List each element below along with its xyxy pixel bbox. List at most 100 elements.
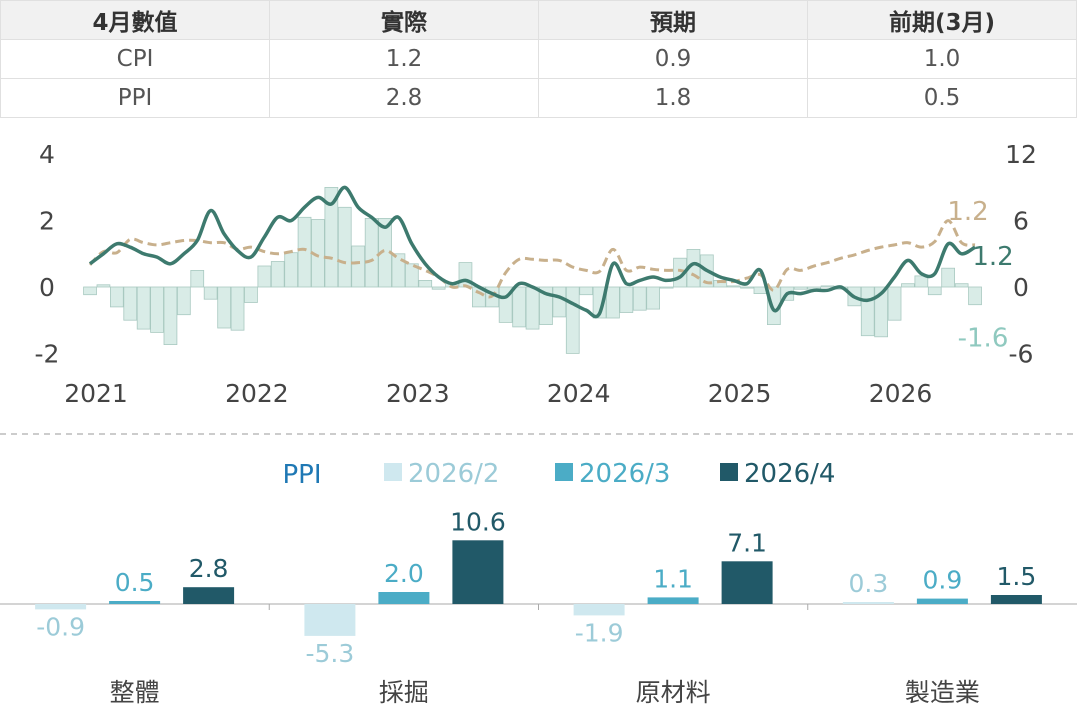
x-axis-tick-label: 2021 xyxy=(64,379,128,408)
diff-bar xyxy=(96,284,111,288)
diff-bar xyxy=(284,252,299,288)
right-axis-tick-label: 12 xyxy=(1005,140,1037,169)
diff-bar xyxy=(136,286,151,330)
diff-bar xyxy=(539,286,553,325)
diff-bar xyxy=(270,261,285,288)
left-axis-tick-label: 0 xyxy=(39,273,55,302)
table-cell: 0.9 xyxy=(538,39,808,79)
grouped-bar xyxy=(35,604,87,610)
table-row: CPI 1.2 0.9 1.0 xyxy=(0,39,1077,79)
table-row: PPI 2.8 1.8 0.5 xyxy=(0,78,1077,118)
diff-bar xyxy=(592,286,607,319)
bar-value-label: 0.5 xyxy=(115,568,155,597)
diff-bar xyxy=(110,286,124,308)
cpi-line xyxy=(88,185,976,319)
diff-bar xyxy=(552,286,567,318)
diff-bar xyxy=(941,267,956,288)
column-header: 4月數值 xyxy=(0,0,270,40)
grouped-bar xyxy=(990,595,1042,604)
diff-bar xyxy=(351,245,366,288)
table-cell: 0.5 xyxy=(807,78,1077,118)
bar-value-label: 0.9 xyxy=(923,566,963,595)
bar-value-label: 10.6 xyxy=(450,507,506,536)
summary-table: 4月數值 實際 預期 前期(3月) CPI 1.2 0.9 1.0 PPI 2.… xyxy=(0,0,1077,118)
diff-bar xyxy=(619,286,634,313)
x-axis-tick-label: 2024 xyxy=(547,379,611,408)
x-axis-tick-label: 2026 xyxy=(869,379,933,408)
grouped-bar xyxy=(378,592,430,604)
diff-bar xyxy=(123,286,138,321)
ppi-last-value-label: 1.2 xyxy=(947,197,988,227)
diff-bar xyxy=(418,279,433,288)
diff-bar xyxy=(874,286,889,338)
right-axis-tick-label: 0 xyxy=(1013,273,1029,302)
diff-bar xyxy=(525,286,540,330)
diff-bar xyxy=(297,216,312,288)
legend-swatch xyxy=(384,463,402,481)
legend-label: 2026/3 xyxy=(579,459,670,489)
category-label: 整體 xyxy=(110,678,160,707)
diff-bar xyxy=(230,286,245,331)
table-cell: PPI xyxy=(0,78,270,118)
legend-swatch xyxy=(555,463,573,481)
diff-bar xyxy=(659,286,674,289)
grouped-bar xyxy=(721,561,773,604)
bar-value-label: 0.3 xyxy=(849,569,889,598)
grouped-bar xyxy=(452,540,504,604)
grouped-bar xyxy=(916,598,968,604)
category-label: 製造業 xyxy=(905,678,980,707)
column-header: 實際 xyxy=(269,0,539,40)
cpi-last-value-label: 1.2 xyxy=(972,242,1013,272)
table-cell: 2.8 xyxy=(269,78,539,118)
diff-bar xyxy=(176,286,191,316)
diff-bar xyxy=(860,286,875,337)
diff-bar xyxy=(901,283,915,288)
diff-bar xyxy=(404,263,419,288)
bar-last-value-label: -1.6 xyxy=(958,324,1009,354)
bar-value-label: 2.0 xyxy=(384,559,424,588)
diff-bar xyxy=(244,286,258,303)
category-label: 採掘 xyxy=(379,678,429,707)
diff-bar xyxy=(364,217,379,288)
category-label: 原材料 xyxy=(636,678,711,707)
x-axis-tick-label: 2023 xyxy=(386,379,450,408)
legend-swatch xyxy=(720,463,738,481)
diff-bar xyxy=(927,286,942,296)
legend-label: 2026/4 xyxy=(744,459,835,489)
diff-bar xyxy=(203,286,218,300)
diff-bar xyxy=(914,275,929,288)
diff-bar xyxy=(150,286,164,333)
table-cell: CPI xyxy=(0,39,270,79)
bar-value-label: 1.1 xyxy=(653,564,693,593)
diff-bar xyxy=(740,286,754,289)
diff-bar xyxy=(565,286,580,354)
legend-title: PPI xyxy=(282,460,321,490)
bar-value-label: -1.9 xyxy=(575,618,624,647)
diff-bar xyxy=(257,265,272,288)
diff-bar xyxy=(887,286,902,321)
grouped-bar xyxy=(647,597,699,604)
diff-bar xyxy=(431,286,446,290)
grouped-bar xyxy=(842,602,894,604)
bar-value-label: -0.9 xyxy=(36,612,85,641)
grouped-bar xyxy=(109,601,161,604)
diff-bar xyxy=(793,286,808,290)
bar-value-label: 1.5 xyxy=(997,562,1037,591)
diff-bar xyxy=(820,285,835,288)
diff-bar xyxy=(83,286,97,296)
right-axis-tick-label: -6 xyxy=(1009,339,1034,368)
x-axis-tick-label: 2025 xyxy=(708,379,772,408)
left-axis-tick-label: 2 xyxy=(39,207,55,236)
diff-bar xyxy=(190,269,205,288)
bar-value-label: 2.8 xyxy=(189,554,229,583)
grouped-bar xyxy=(573,604,625,616)
table-cell: 1.8 xyxy=(538,78,808,118)
left-axis-tick-label: 4 xyxy=(39,140,55,169)
diff-bar xyxy=(954,283,969,288)
grouped-bar xyxy=(304,604,356,636)
diff-bar xyxy=(217,286,231,329)
diff-bar xyxy=(632,286,647,311)
x-axis-tick-label: 2022 xyxy=(225,379,289,408)
bar-value-label: -5.3 xyxy=(306,639,355,668)
